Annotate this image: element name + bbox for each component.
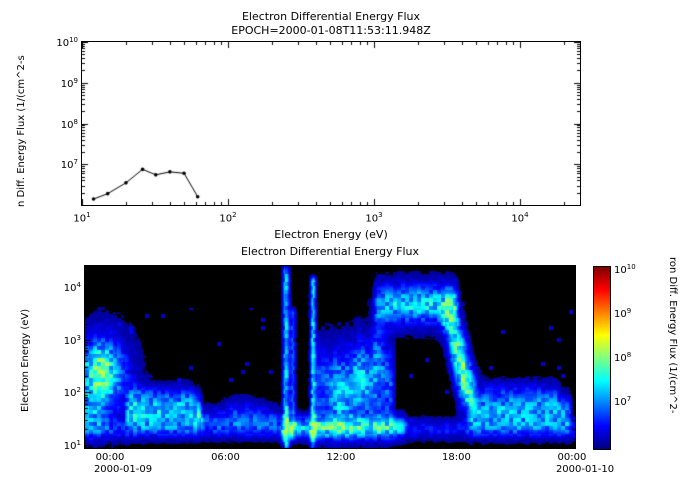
top-plot-y-tick: 108	[60, 117, 78, 131]
bottom-plot-x-tick: 00:00	[557, 452, 587, 463]
bottom-plot-y-tick: 103	[63, 333, 81, 347]
colorbar-tick: 108	[614, 350, 632, 365]
bottom-plot-y-tick: 104	[63, 280, 81, 295]
bottom-plot-x-tick: 18:00	[442, 452, 471, 463]
colorbar	[593, 266, 611, 450]
top-plot-y-axis-label: n Diff. Energy Flux (1/(cm^2-s	[16, 55, 27, 207]
colorbar-tick: 1010	[614, 262, 636, 277]
top-plot-area	[81, 41, 581, 206]
top-plot-y-tick: 1010	[56, 35, 78, 50]
colorbar-tick: 109	[614, 306, 632, 321]
top-plot-title: Electron Differential Energy Flux	[241, 10, 421, 23]
bottom-plot-x-tick: 00:00	[95, 452, 125, 463]
top-plot-subtitle: EPOCH=2000-01-08T11:53:11.948Z	[231, 24, 431, 37]
bottom-plot-y-axis-label: Electron Energy (eV)	[20, 308, 31, 412]
top-plot-x-tick: 101	[73, 211, 91, 225]
top-plot-x-tick: 102	[219, 211, 237, 225]
colorbar-label: ron Diff. Energy Flux (1/(cm^2-	[667, 257, 678, 414]
bottom-plot-title: Electron Differential Energy Flux	[240, 245, 420, 258]
top-plot-y-tick: 109	[60, 76, 78, 90]
date-label-left: 2000-01-09	[93, 464, 153, 475]
top-plot-x-tick: 103	[365, 211, 383, 225]
spectrogram-area	[84, 265, 576, 449]
bottom-plot-y-tick: 101	[63, 438, 81, 453]
top-plot-x-axis-label: Electron Energy (eV)	[274, 228, 388, 241]
bottom-plot-x-tick: 06:00	[211, 452, 240, 463]
bottom-plot-x-tick: 12:00	[326, 452, 356, 463]
spectrogram-canvas	[85, 266, 575, 448]
top-plot-y-tick: 107	[60, 158, 78, 172]
line-plot-canvas	[82, 42, 580, 205]
top-plot-x-tick: 104	[511, 211, 529, 225]
colorbar-tick: 107	[614, 394, 632, 409]
bottom-plot-y-tick: 102	[63, 386, 81, 400]
date-label-right: 2000-01-10	[555, 464, 615, 475]
